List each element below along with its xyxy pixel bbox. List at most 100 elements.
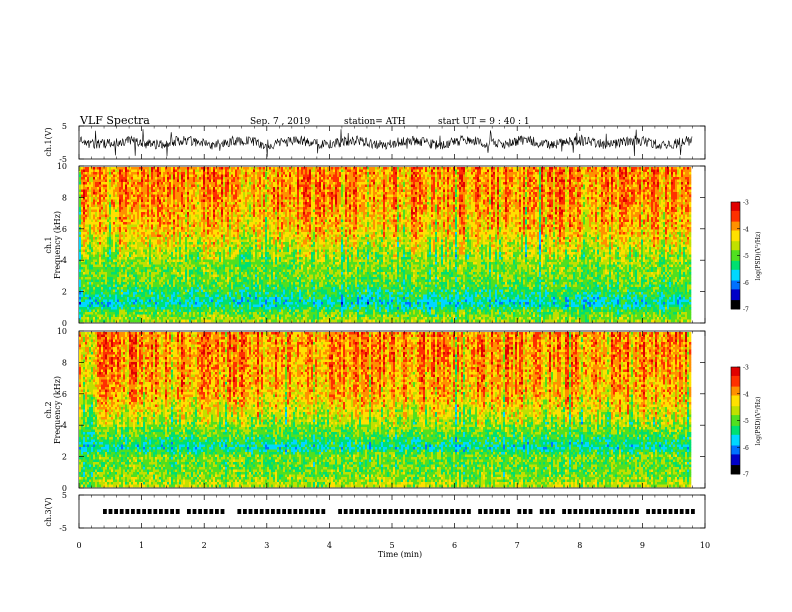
colorbar-swatch [731,205,740,208]
colorbar-swatch [731,298,740,301]
y-tick-label: 6 [62,390,67,399]
y-tick-label: 10 [57,327,67,336]
x-tick-label: 3 [264,541,269,550]
ch1-spectrogram [79,167,692,323]
ch2-channel-label: ch.2 [44,401,53,418]
colorbar-swatch [731,227,740,230]
colorbar-tick-label: -5 [743,418,749,425]
y-tick-label: 2 [62,288,67,297]
colorbar-swatch [731,368,740,371]
colorbar-tick-label: -4 [743,226,749,233]
colorbar-swatch [731,241,740,244]
y-tick-label: 0 [62,484,67,493]
colorbar-swatch [731,447,740,450]
colorbar-swatch [731,251,740,255]
colorbar-swatch [731,234,740,237]
colorbar-swatch [731,466,740,470]
x-axis-ticks: 0 1 2 3 4 5 6 7 8 9 10 [76,126,710,550]
ch2-colorbar-label: log(PSD)(V²/Hz) [755,397,762,446]
x-tick-label: 2 [202,541,207,550]
x-tick-label: 6 [452,541,457,550]
colorbar-swatch [731,296,740,299]
colorbar-swatch [731,275,740,278]
y-tick-label: -5 [59,524,67,533]
colorbar-swatch [731,392,740,395]
colorbar-swatch [731,246,740,249]
colorbar-swatch [731,221,740,224]
colorbar-swatch [731,202,740,205]
colorbar-swatch [731,253,740,256]
colorbar-swatch [731,209,740,212]
colorbar-swatch [731,268,740,271]
colorbar-swatch [731,409,740,412]
colorbar-swatch [731,434,740,437]
y-tick-label: 0 [62,319,67,328]
colorbar-swatch [731,372,740,375]
start-time-label: start UT = 9 : 40 : 1 [438,117,530,127]
ch1-channel-label: ch.1 [44,236,53,253]
x-tick-label: 8 [577,541,582,550]
colorbar-swatch [731,271,740,274]
colorbar-swatch [731,424,740,427]
figure-title: VLF Spectra [79,114,150,127]
colorbar-swatch [731,266,740,269]
colorbar-swatch [731,230,740,233]
colorbar-swatch [731,374,740,377]
y-tick-label: 10 [57,162,67,171]
colorbar-swatch [731,212,740,215]
y-tick-label: 4 [62,421,67,430]
colorbar-swatch [731,301,740,305]
colorbar-swatch [731,463,740,466]
colorbar-swatch [731,383,740,386]
colorbar-swatch [731,402,740,405]
colorbar-swatch [731,214,740,217]
colorbar-swatch [731,289,740,292]
y-tick-label: 5 [62,491,67,500]
colorbar-swatch [731,375,740,379]
colorbar-swatch [731,431,740,434]
colorbar-swatch [731,422,740,425]
colorbar-swatch [731,269,740,272]
y-tick-label: 5 [62,122,67,131]
colorbar-swatch [731,232,740,235]
colorbar-swatch [731,468,740,471]
colorbar-tick-label: -3 [743,200,749,207]
colorbar-swatch [731,399,740,402]
colorbar-swatch [731,418,740,421]
ch1-colorbar-label: log(PSD)(V²/Hz) [755,232,762,281]
x-tick-label: 7 [515,541,520,550]
station-label: station= ATH [344,117,406,127]
colorbar-swatch [731,367,740,370]
colorbar-tick-label: -6 [743,445,749,452]
ch2-colorbar: -3 -4 -5 -6 -7 [730,365,749,479]
colorbar-tick-label: -5 [743,253,749,260]
colorbar-swatch [731,273,740,276]
colorbar-swatch [731,454,740,457]
colorbar-swatch [731,370,740,373]
colorbar-swatch [731,303,740,306]
x-tick-label: 4 [327,541,332,550]
colorbar-swatch [731,307,740,310]
colorbar-swatch [731,420,740,423]
ch3-waveform-ylabel: ch.3(V) [44,497,53,526]
ch2-spectrogram [79,332,692,488]
colorbar-swatch [731,440,740,443]
colorbar-swatch [731,225,740,228]
colorbar-swatch [731,452,740,455]
colorbar-swatch [731,228,740,231]
colorbar-swatch [731,207,740,210]
colorbar-tick-label: -7 [743,472,749,479]
colorbar-swatch [731,264,740,267]
colorbar-swatch [731,259,740,262]
x-tick-label: 5 [389,541,394,550]
colorbar-swatch [731,210,740,214]
colorbar-swatch [731,377,740,380]
colorbar-swatch [731,386,740,389]
colorbar-swatch [731,262,740,265]
colorbar-swatch [731,257,740,260]
colorbar-swatch [731,390,740,393]
colorbar-swatch [731,235,740,239]
x-tick-label: 9 [640,541,645,550]
x-axis-label: Time (min) [378,550,422,559]
